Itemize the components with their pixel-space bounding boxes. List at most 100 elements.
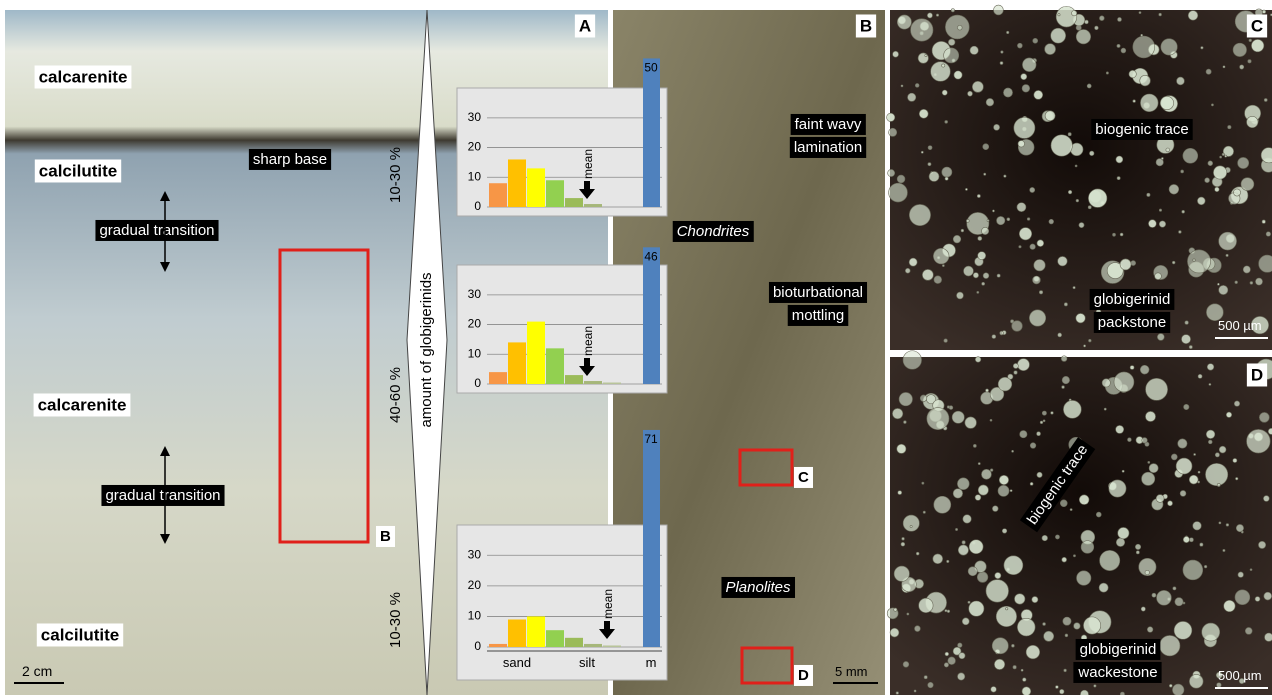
grain xyxy=(1003,87,1013,98)
grain xyxy=(941,264,945,267)
grain xyxy=(1144,569,1150,575)
grain xyxy=(1264,632,1272,642)
bar xyxy=(527,168,545,207)
grain xyxy=(1193,453,1196,456)
grain xyxy=(896,174,906,184)
grain xyxy=(1076,570,1092,586)
grain xyxy=(906,612,910,616)
grain xyxy=(932,553,943,565)
grain xyxy=(1127,437,1132,442)
grain xyxy=(1074,164,1078,168)
grain xyxy=(1156,590,1172,606)
label: biogenic trace xyxy=(1095,121,1188,138)
grain xyxy=(1246,429,1271,454)
label-box xyxy=(33,393,131,417)
grain xyxy=(927,12,933,19)
grain xyxy=(1155,494,1165,503)
grain xyxy=(1089,150,1095,156)
grain xyxy=(920,150,924,154)
grain xyxy=(1115,155,1124,164)
grain xyxy=(1158,12,1162,17)
y-tick-label: 0 xyxy=(474,199,481,213)
grain xyxy=(1157,333,1165,341)
grain xyxy=(1117,17,1122,22)
label: mottling xyxy=(792,307,845,324)
grain xyxy=(1067,190,1073,195)
grain xyxy=(1000,50,1004,54)
scale-label: 5 mm xyxy=(835,664,868,679)
label-box xyxy=(1089,288,1175,310)
grain xyxy=(1061,376,1070,385)
grain xyxy=(1063,400,1082,419)
grain xyxy=(893,565,910,582)
grain xyxy=(1075,199,1079,203)
grain xyxy=(990,686,997,693)
grain xyxy=(1083,616,1102,635)
grain xyxy=(1255,277,1263,286)
bar xyxy=(546,630,564,647)
grain xyxy=(1043,630,1055,642)
grain xyxy=(990,468,994,472)
grain xyxy=(996,273,1001,278)
label-box xyxy=(1246,14,1268,38)
label: bioturbational xyxy=(773,284,863,301)
y-tick-label: 0 xyxy=(474,376,481,390)
grain xyxy=(1218,445,1227,454)
grain xyxy=(976,291,980,294)
grain xyxy=(1119,232,1124,237)
label: faint wavy xyxy=(795,116,862,133)
y-tick-label: 20 xyxy=(468,578,482,592)
grain xyxy=(1242,265,1251,274)
grain xyxy=(930,61,951,82)
label: wackestone xyxy=(1077,664,1157,681)
grain xyxy=(1147,626,1154,633)
grain xyxy=(1138,11,1142,14)
label-box xyxy=(36,623,124,647)
grain xyxy=(1177,438,1188,449)
grain xyxy=(918,597,934,613)
grain xyxy=(1261,219,1266,224)
grain xyxy=(986,219,990,222)
y-tick-label: 0 xyxy=(474,639,481,653)
grain xyxy=(1031,596,1039,603)
grain xyxy=(892,50,899,58)
grain xyxy=(896,14,912,30)
bar xyxy=(584,381,602,384)
grain xyxy=(1239,64,1245,70)
grain xyxy=(927,145,933,151)
label-box xyxy=(95,219,219,241)
grain xyxy=(1055,685,1059,689)
grain xyxy=(1101,378,1111,388)
grain xyxy=(900,84,904,88)
grain xyxy=(1218,285,1229,295)
label-box xyxy=(790,113,866,135)
y-tick-label: 10 xyxy=(468,346,482,360)
red-box xyxy=(740,646,794,685)
label: Chondrites xyxy=(677,223,750,240)
mud-bar xyxy=(643,58,660,207)
grain xyxy=(1029,243,1036,250)
grain xyxy=(946,405,951,409)
label: globigerinid xyxy=(1094,291,1171,308)
grain xyxy=(1214,452,1220,458)
grain xyxy=(1188,474,1199,485)
percent-label: 10-30 % xyxy=(387,147,404,203)
grain xyxy=(1250,316,1269,335)
label: calcilutite xyxy=(41,625,119,644)
grain xyxy=(1099,15,1105,21)
grain xyxy=(1258,540,1267,549)
grain xyxy=(961,540,966,545)
grain xyxy=(901,537,905,541)
grain xyxy=(967,90,973,97)
grain xyxy=(1141,437,1148,444)
grain xyxy=(926,407,950,430)
label: gradual transition xyxy=(99,222,214,239)
grain xyxy=(944,176,949,181)
grain xyxy=(947,656,956,665)
grain xyxy=(1029,187,1036,193)
grain xyxy=(902,514,920,532)
grain xyxy=(975,356,982,363)
grain xyxy=(1165,147,1170,153)
grain xyxy=(1172,260,1176,265)
